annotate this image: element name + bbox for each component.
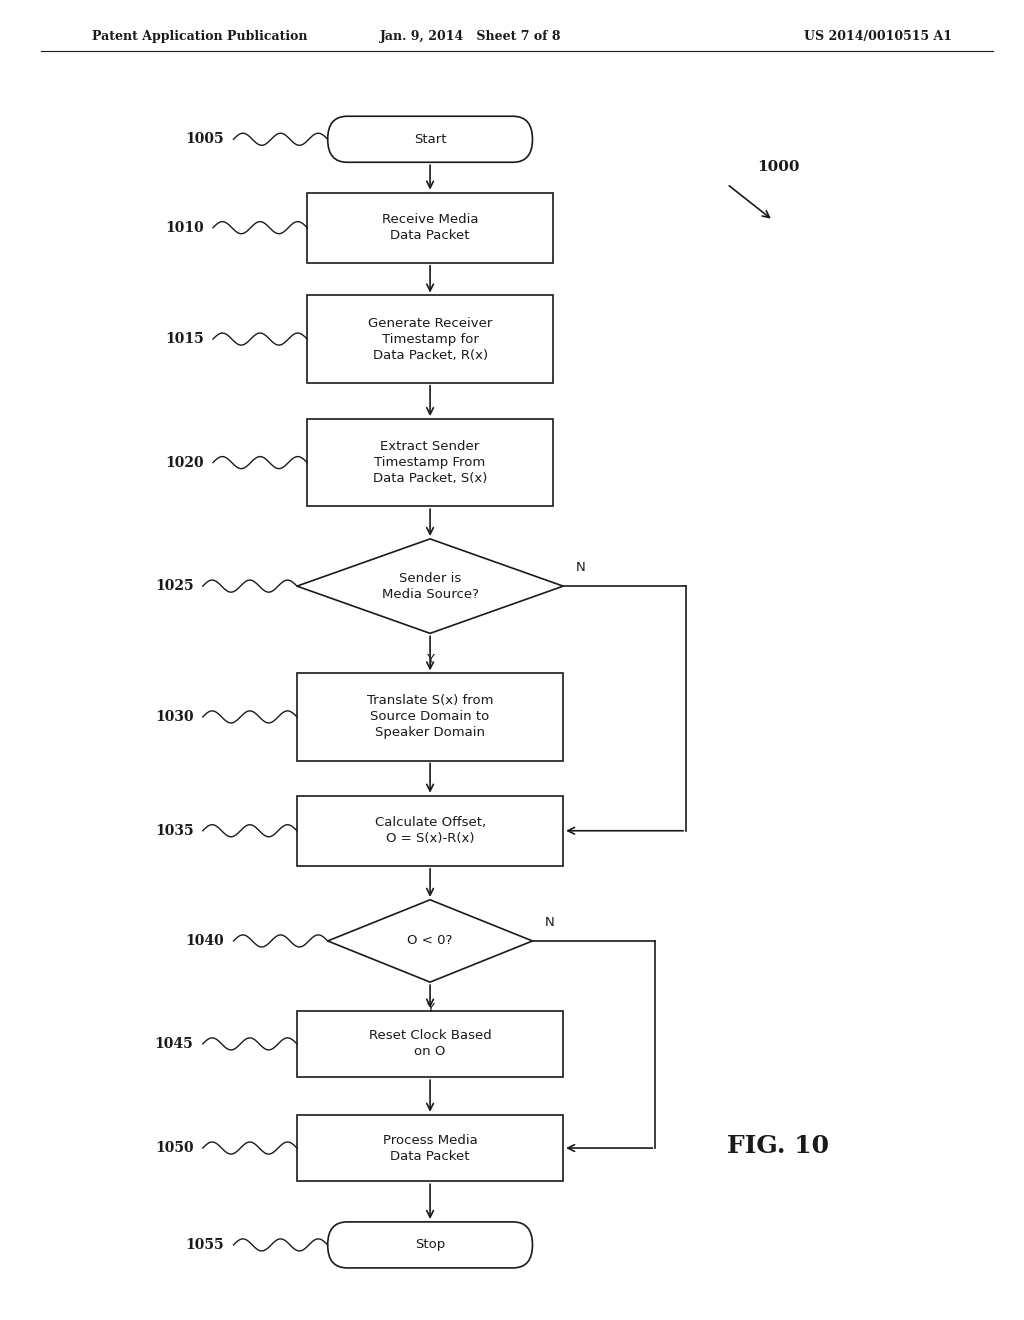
Text: Generate Receiver
Timestamp for
Data Packet, R(x): Generate Receiver Timestamp for Data Pac… xyxy=(368,317,493,362)
Bar xyxy=(307,193,553,263)
Text: US 2014/0010515 A1: US 2014/0010515 A1 xyxy=(804,30,952,44)
Text: 1020: 1020 xyxy=(165,455,204,470)
Text: 1010: 1010 xyxy=(165,220,204,235)
Bar xyxy=(297,1114,563,1181)
Text: O < 0?: O < 0? xyxy=(408,935,453,948)
Text: Stop: Stop xyxy=(415,1238,445,1251)
Text: 1055: 1055 xyxy=(185,1238,224,1251)
Text: 1025: 1025 xyxy=(155,579,194,593)
FancyBboxPatch shape xyxy=(328,1222,532,1269)
Text: 1030: 1030 xyxy=(155,710,194,723)
Text: N: N xyxy=(575,561,586,574)
Text: FIG. 10: FIG. 10 xyxy=(727,1134,829,1158)
Text: Translate S(x) from
Source Domain to
Speaker Domain: Translate S(x) from Source Domain to Spe… xyxy=(367,694,494,739)
Text: Receive Media
Data Packet: Receive Media Data Packet xyxy=(382,213,478,242)
Bar xyxy=(307,296,553,383)
Text: 1035: 1035 xyxy=(155,824,194,838)
Text: Y: Y xyxy=(426,652,434,665)
Text: 1005: 1005 xyxy=(185,132,224,147)
Polygon shape xyxy=(328,900,532,982)
Text: Sender is
Media Source?: Sender is Media Source? xyxy=(382,572,478,601)
Text: Process Media
Data Packet: Process Media Data Packet xyxy=(383,1134,477,1163)
Text: N: N xyxy=(545,916,555,929)
Text: Jan. 9, 2014   Sheet 7 of 8: Jan. 9, 2014 Sheet 7 of 8 xyxy=(380,30,562,44)
Text: 1040: 1040 xyxy=(185,935,224,948)
Text: Reset Clock Based
on O: Reset Clock Based on O xyxy=(369,1030,492,1059)
Bar xyxy=(297,673,563,760)
Text: 1045: 1045 xyxy=(155,1038,194,1051)
Text: Patent Application Publication: Patent Application Publication xyxy=(92,30,307,44)
Bar xyxy=(307,418,553,506)
Bar xyxy=(297,796,563,866)
Text: 1015: 1015 xyxy=(165,333,204,346)
FancyBboxPatch shape xyxy=(328,116,532,162)
Text: 1050: 1050 xyxy=(155,1140,194,1155)
Text: Y: Y xyxy=(426,1002,434,1015)
Text: Extract Sender
Timestamp From
Data Packet, S(x): Extract Sender Timestamp From Data Packe… xyxy=(373,440,487,486)
Text: 1000: 1000 xyxy=(757,160,800,174)
Text: Start: Start xyxy=(414,133,446,145)
Text: Calculate Offset,
O = S(x)-R(x): Calculate Offset, O = S(x)-R(x) xyxy=(375,816,485,845)
Bar xyxy=(297,1011,563,1077)
Polygon shape xyxy=(297,539,563,634)
